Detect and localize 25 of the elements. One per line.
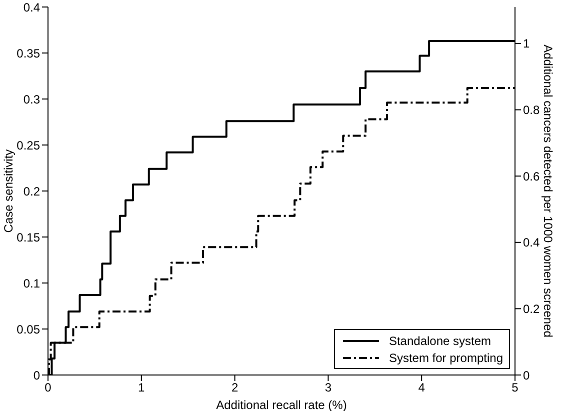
y2-tick-label: 0.8 bbox=[523, 103, 540, 118]
y-tick-label: 0.35 bbox=[16, 46, 40, 60]
y2-tick-label: 0 bbox=[523, 368, 530, 382]
y-tick-label: 0.3 bbox=[23, 92, 40, 106]
y2-axis-title: Additional cancers detected per 1000 women screened bbox=[540, 44, 555, 338]
y2-tick-label: 0.2 bbox=[523, 302, 540, 316]
x-tick-label: 3 bbox=[324, 380, 332, 395]
y-tick-label: 0.15 bbox=[16, 230, 40, 244]
legend-label: System for prompting bbox=[388, 350, 503, 364]
y-tick-label: 0.25 bbox=[16, 138, 40, 152]
y-tick-label: 0.1 bbox=[23, 276, 40, 290]
x-tick-label: 4 bbox=[418, 380, 426, 395]
x-tick-label: 5 bbox=[512, 380, 519, 395]
x-tick-label: 1 bbox=[138, 380, 146, 395]
y-tick-label: 0 bbox=[33, 368, 40, 382]
x-tick-label: 0 bbox=[44, 380, 52, 395]
x-tick-label: 2 bbox=[231, 380, 238, 395]
y-tick-label: 0.2 bbox=[23, 184, 40, 198]
y2-tick-label: 0.4 bbox=[523, 236, 540, 250]
y2-tick-label: 1 bbox=[523, 36, 530, 51]
y-axis-title: Case sensitivity bbox=[1, 149, 16, 233]
y2-tick-label: 0.6 bbox=[523, 169, 540, 184]
y-tick-label: 0.05 bbox=[16, 322, 40, 336]
legend-label: Standalone system bbox=[388, 334, 492, 348]
y-tick-label: 0.4 bbox=[23, 0, 40, 14]
